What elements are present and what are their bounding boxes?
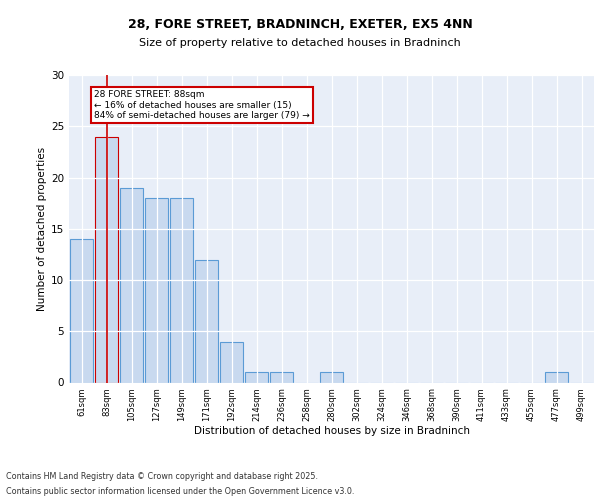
Y-axis label: Number of detached properties: Number of detached properties (37, 146, 47, 311)
Text: 28 FORE STREET: 88sqm
← 16% of detached houses are smaller (15)
84% of semi-deta: 28 FORE STREET: 88sqm ← 16% of detached … (94, 90, 310, 120)
Text: Contains HM Land Registry data © Crown copyright and database right 2025.: Contains HM Land Registry data © Crown c… (6, 472, 318, 481)
Text: 28, FORE STREET, BRADNINCH, EXETER, EX5 4NN: 28, FORE STREET, BRADNINCH, EXETER, EX5 … (128, 18, 472, 30)
Text: Size of property relative to detached houses in Bradninch: Size of property relative to detached ho… (139, 38, 461, 48)
Bar (545, 372, 568, 382)
X-axis label: Distribution of detached houses by size in Bradninch: Distribution of detached houses by size … (193, 426, 470, 436)
Bar (220, 342, 244, 382)
Bar (194, 260, 218, 382)
Bar (245, 372, 268, 382)
Bar (320, 372, 343, 382)
Bar (170, 198, 193, 382)
Bar (269, 372, 293, 382)
Bar (119, 188, 143, 382)
Text: Contains public sector information licensed under the Open Government Licence v3: Contains public sector information licen… (6, 487, 355, 496)
Bar (95, 136, 118, 382)
Bar (70, 239, 94, 382)
Bar (145, 198, 169, 382)
